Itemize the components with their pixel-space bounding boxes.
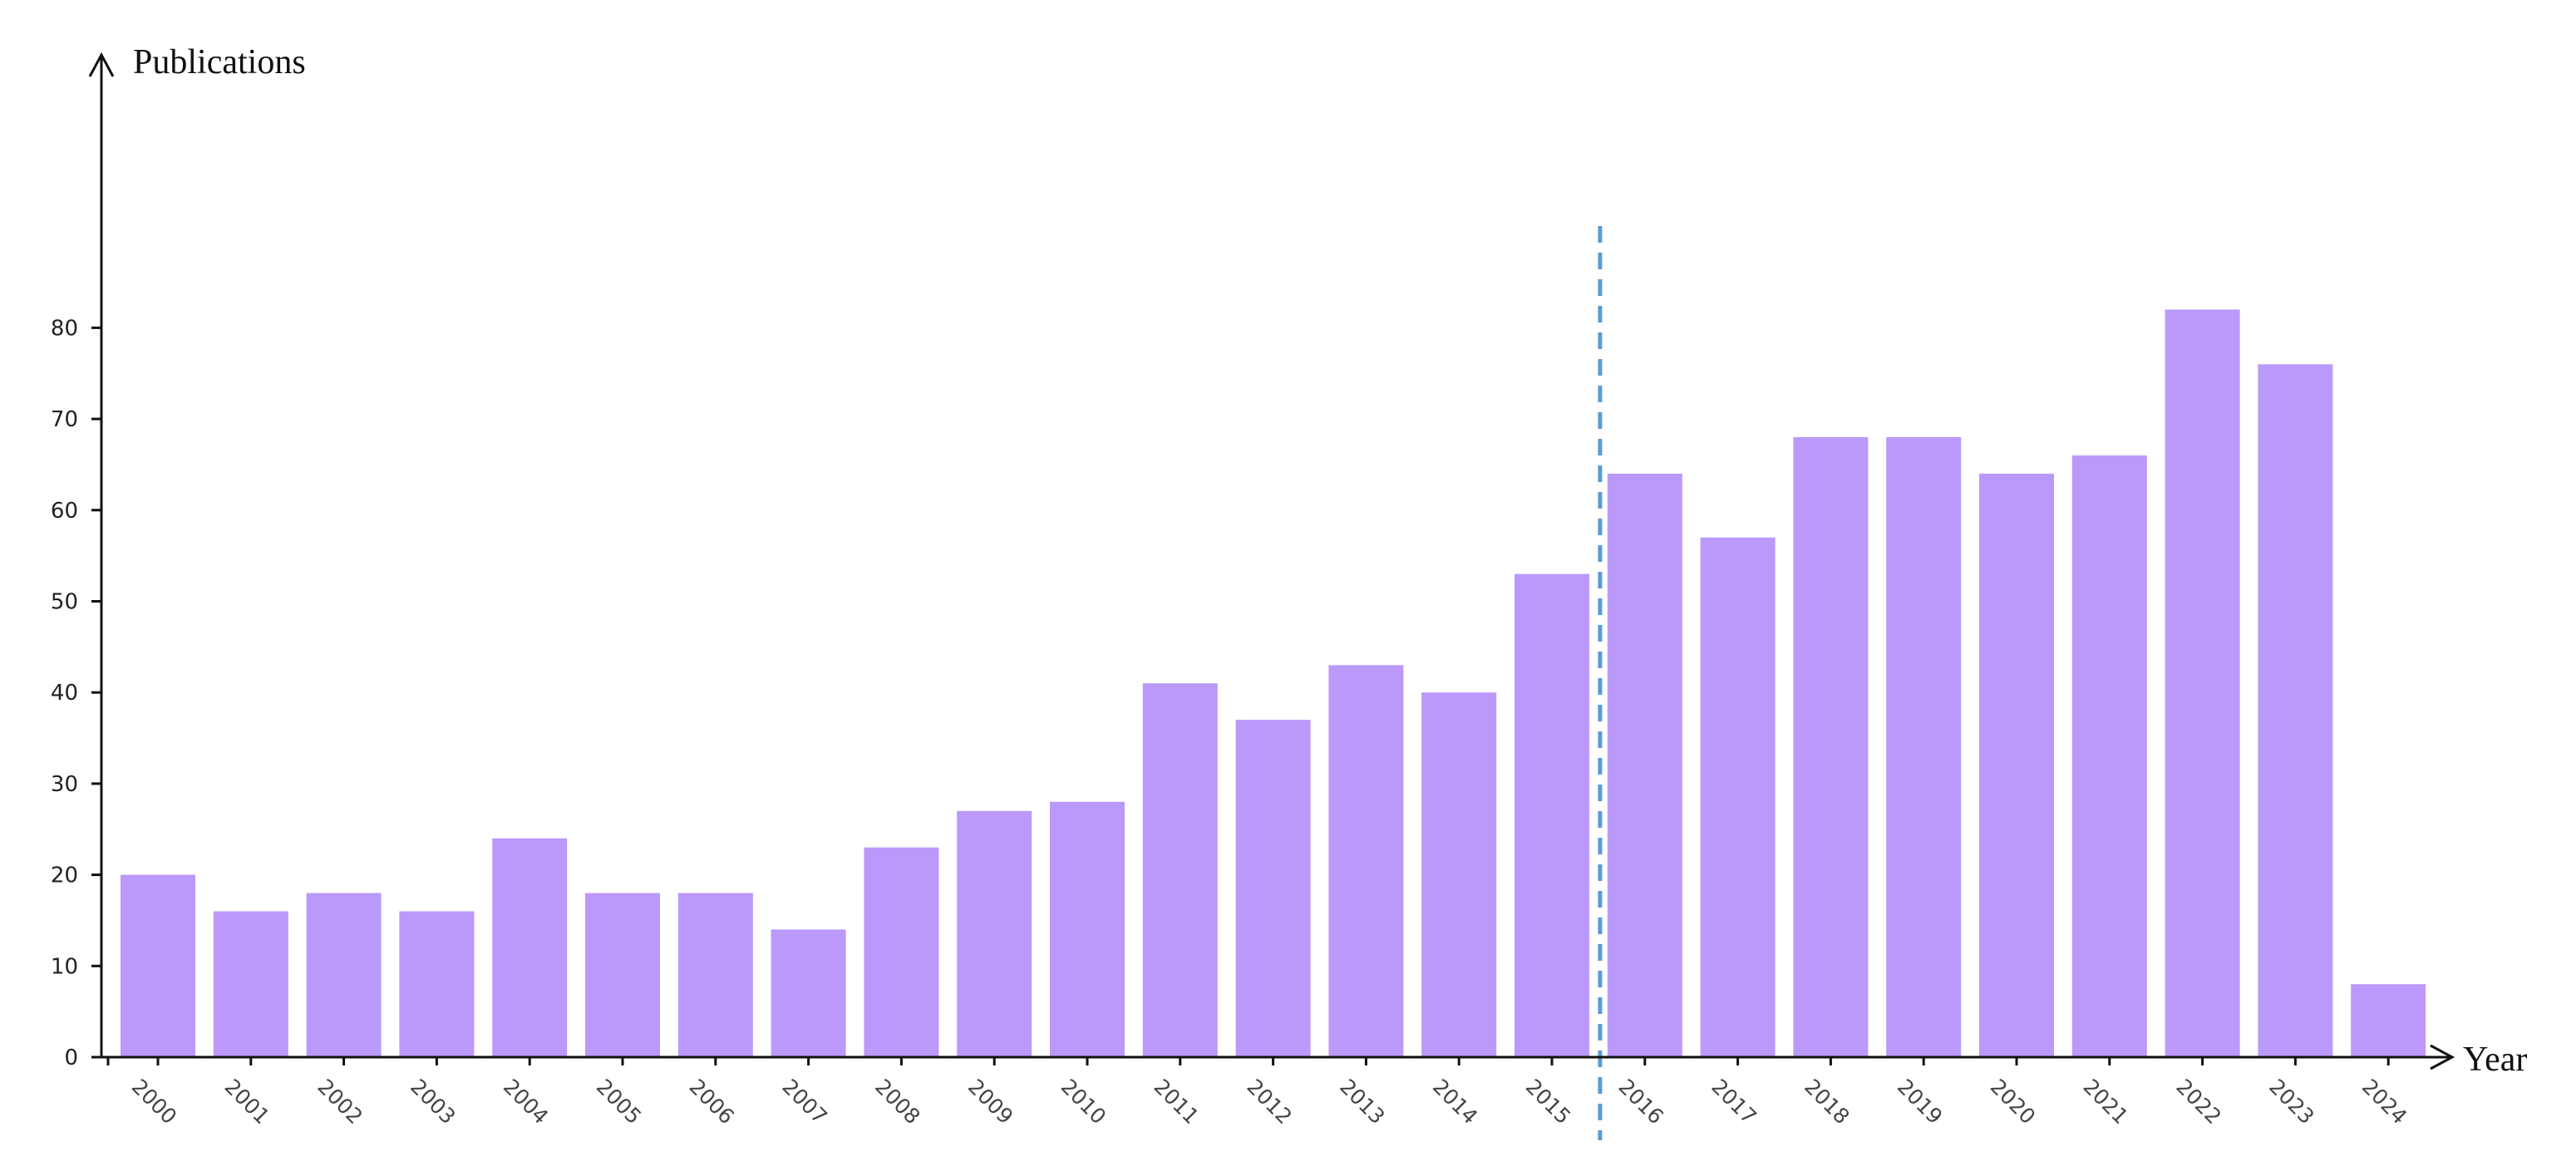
x-tick-label-2005: 2005 (592, 1075, 646, 1129)
y-axis-arrow-icon (88, 52, 115, 77)
x-tick-label-2015: 2015 (1521, 1075, 1575, 1129)
x-tick-label-2004: 2004 (499, 1075, 553, 1129)
y-ticks-layer: 0 10 20 30 40 50 60 70 80 (51, 316, 101, 1070)
bar-2019 (1886, 437, 1962, 1057)
x-tick-label-2013: 2013 (1335, 1075, 1389, 1129)
bar-2018 (1793, 437, 1869, 1057)
y-tick-label: 60 (51, 499, 78, 524)
bar-2024 (2351, 984, 2426, 1057)
bar-2016 (1607, 473, 1682, 1057)
y-tick-label: 50 (51, 590, 78, 615)
x-tick-label-2021: 2021 (2079, 1075, 2133, 1129)
x-axis-title: Year (2463, 1041, 2527, 1079)
bar-2013 (1328, 665, 1404, 1057)
y-tick-label: 30 (51, 772, 78, 797)
bar-2021 (2071, 455, 2147, 1057)
x-tick-label-2019: 2019 (1893, 1075, 1947, 1129)
x-tick-label-2009: 2009 (963, 1075, 1017, 1129)
bar-2020 (1979, 473, 2054, 1057)
x-tick-label-2000: 2000 (127, 1075, 181, 1129)
bar-2010 (1050, 801, 1125, 1057)
y-tick-label: 10 (51, 954, 78, 979)
bar-2023 (2258, 364, 2333, 1057)
y-axis-title: Publications (133, 43, 306, 81)
y-tick-label: 0 (64, 1046, 78, 1070)
x-tick-label-2014: 2014 (1428, 1075, 1482, 1129)
bar-2017 (1700, 537, 1776, 1057)
x-ticks-layer: 2000 2001 2002 2003 2004 2005 2006 2007 2008 2009… (106, 1057, 2411, 1129)
bar-2004 (492, 838, 568, 1057)
x-tick-label-2001: 2001 (220, 1075, 274, 1129)
axes-layer (88, 52, 2455, 1070)
y-tick-label: 20 (51, 864, 78, 888)
x-tick-label-2018: 2018 (1800, 1075, 1854, 1129)
y-tick-label: 40 (51, 681, 78, 706)
bar-2009 (957, 810, 1032, 1057)
y-tick-label: 70 (51, 407, 78, 432)
x-tick-label-2023: 2023 (2264, 1075, 2318, 1129)
x-tick-label-2012: 2012 (1242, 1075, 1296, 1129)
x-tick-label-2024: 2024 (2357, 1075, 2411, 1129)
x-tick-label-2016: 2016 (1614, 1075, 1668, 1129)
bars-layer (121, 309, 2426, 1057)
bar-2022 (2165, 309, 2240, 1057)
bar-2011 (1142, 683, 1218, 1057)
bar-2012 (1235, 720, 1311, 1057)
x-tick-label-2002: 2002 (313, 1075, 367, 1129)
x-tick-label-2017: 2017 (1707, 1075, 1761, 1129)
bar-2002 (306, 893, 382, 1057)
x-tick-label-2003: 2003 (406, 1075, 460, 1129)
bar-2003 (399, 911, 475, 1057)
x-tick-label-2007: 2007 (777, 1075, 831, 1129)
bar-2015 (1515, 573, 1589, 1057)
bar-2005 (585, 893, 660, 1057)
bar-2014 (1421, 692, 1497, 1057)
x-tick-label-2010: 2010 (1057, 1075, 1111, 1129)
bar-2006 (677, 893, 753, 1057)
bar-2000 (121, 874, 195, 1057)
x-tick-label-2011: 2011 (1150, 1075, 1204, 1129)
bar-2007 (771, 929, 846, 1057)
bar-2001 (213, 911, 288, 1057)
bar-2008 (864, 847, 939, 1057)
y-tick-label: 80 (51, 316, 78, 341)
x-tick-label-2022: 2022 (2171, 1075, 2225, 1129)
x-tick-label-2020: 2020 (1986, 1075, 2040, 1129)
x-tick-label-2006: 2006 (685, 1075, 739, 1129)
x-tick-label-2008: 2008 (870, 1075, 924, 1129)
x-axis-arrow-icon (2430, 1044, 2455, 1070)
